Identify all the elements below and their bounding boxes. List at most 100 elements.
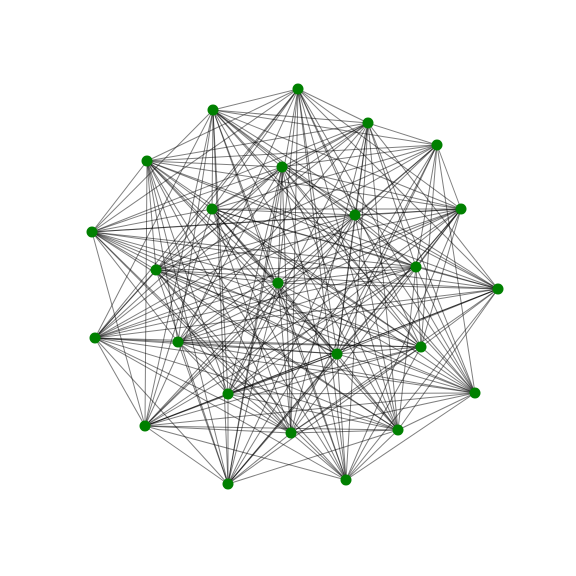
graph-edge [227,393,292,434]
graph-edge [415,144,438,268]
graph-edge [277,266,417,284]
graph-edge [297,88,347,481]
graph-edge [91,166,283,233]
graph-edge [91,231,417,268]
graph-edge [91,231,476,394]
graph-edge [146,160,417,268]
graph-edge [155,269,422,348]
graph-edge [155,166,283,271]
graph-node [206,203,218,215]
graph-edge [177,341,338,355]
graph-edge [146,160,462,210]
graph-edge [94,337,476,394]
graph-edge [297,88,476,394]
graph-node [492,283,504,295]
graph-edge [290,392,476,434]
graph-edge [212,109,438,146]
graph-edge [415,266,422,348]
graph-edge [146,122,369,162]
graph-node [86,226,98,238]
graph-node [141,155,153,167]
graph-node [415,341,427,353]
graph-edge [177,288,499,343]
graph-edge [94,337,229,485]
graph-edge [144,425,347,481]
graph-edge [144,346,422,427]
graph-edge [227,353,338,485]
graph-edge [211,109,214,210]
graph-edge [146,160,279,284]
graph-edge [345,429,399,481]
graph-edge [94,337,399,431]
graph-edge [420,346,476,394]
graph-edge [281,166,499,290]
graph-edge [336,353,399,431]
graph-edge [354,214,499,290]
graph-node [285,427,297,439]
graph-edge [155,269,499,290]
graph-edge [146,160,347,481]
graph-node [172,336,184,348]
graph-edge [415,266,476,394]
graph-edge [146,160,213,210]
graph-edge [212,109,399,431]
graph-edge [94,337,146,427]
graph-edge [336,353,347,481]
graph-edge [144,393,229,427]
graph-edge [155,269,279,284]
graph-node [89,332,101,344]
graph-edge [211,208,347,481]
graph-edge [397,288,499,431]
graph-edge [155,122,369,271]
graph-edge [212,88,299,111]
graph-edge [367,122,438,146]
graph-edge [91,231,347,481]
graph-node [272,277,284,289]
graph-edge [146,160,229,485]
graph-edge [354,214,399,431]
graph-edge [144,425,292,434]
graph-node [469,387,481,399]
graph-edge [227,346,422,485]
graph-edge [281,166,356,216]
graph-edge [155,269,292,434]
graph-node [410,261,422,273]
graph-edge [354,214,476,394]
graph-node [340,474,352,486]
graph-edge [91,231,499,290]
graph-edge [297,88,369,124]
graph-edge [345,392,476,481]
graph-edge [336,346,422,355]
graph-edge [211,208,499,290]
graph-edge [212,109,229,485]
graph-node [362,117,374,129]
graph-edge [436,144,462,210]
graph-edge [277,282,347,481]
graph-edge [91,122,369,233]
graph-edge [420,208,462,348]
graph-edge [94,214,356,339]
graph-edge [91,208,213,233]
graph-edge [177,341,229,485]
graph-edge [281,166,476,394]
graph-edge [91,231,292,434]
graph-edge [91,160,148,233]
graph-edge [290,208,462,434]
graph-edge [94,282,279,339]
graph-node [276,161,288,173]
graph-edge [146,160,499,290]
graph-edge [227,282,279,395]
graph-edge [177,266,417,343]
graph-edge [212,109,476,394]
graph-edge [177,208,462,343]
graph-edge [367,122,499,290]
graph-edge [354,214,417,268]
graph-edge [436,144,476,394]
graph-edge [227,214,356,485]
graph-edge [91,208,462,233]
graph-node [222,478,234,490]
graph-edge [212,109,347,481]
graph-edge [336,144,438,355]
graph-edge [146,144,438,162]
graph-edge [155,266,417,271]
